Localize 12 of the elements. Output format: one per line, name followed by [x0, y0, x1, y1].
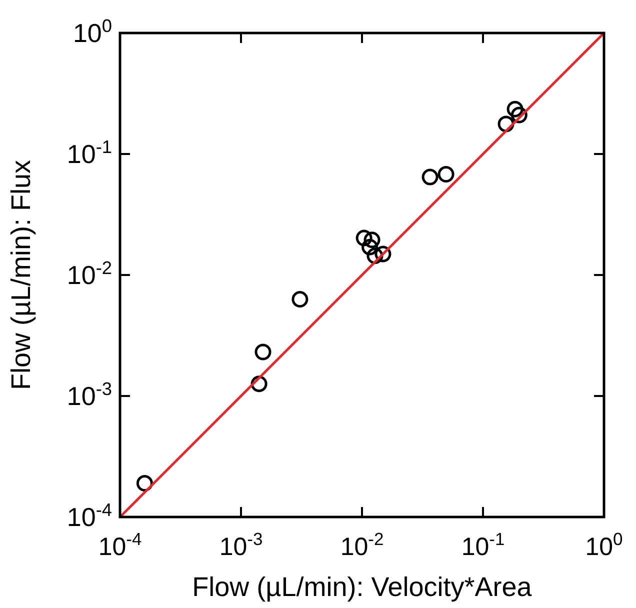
y-axis-title: Flow (µL/min): Flux: [6, 159, 36, 390]
x-axis-title: Flow (µL/min): Velocity*Area: [192, 572, 533, 602]
y-tick-label: 10$^{-4}$: [66, 500, 112, 532]
x-tick-label: 10$^{-1}$: [461, 529, 505, 561]
x-tick-label: 10$^{-3}$: [219, 529, 263, 561]
y-tick-label: 10$^{-3}$: [66, 379, 112, 411]
x-tick-label: 10$^{-2}$: [340, 529, 384, 561]
y-tick-label: 10$^{-1}$: [66, 137, 112, 169]
y-tick-label: 10$^{0}$: [72, 16, 112, 48]
x-tick-label: 10$^{0}$: [585, 529, 624, 561]
y-tick-label: 10$^{-2}$: [66, 258, 112, 290]
x-tick-label: 10$^{-4}$: [98, 529, 142, 561]
